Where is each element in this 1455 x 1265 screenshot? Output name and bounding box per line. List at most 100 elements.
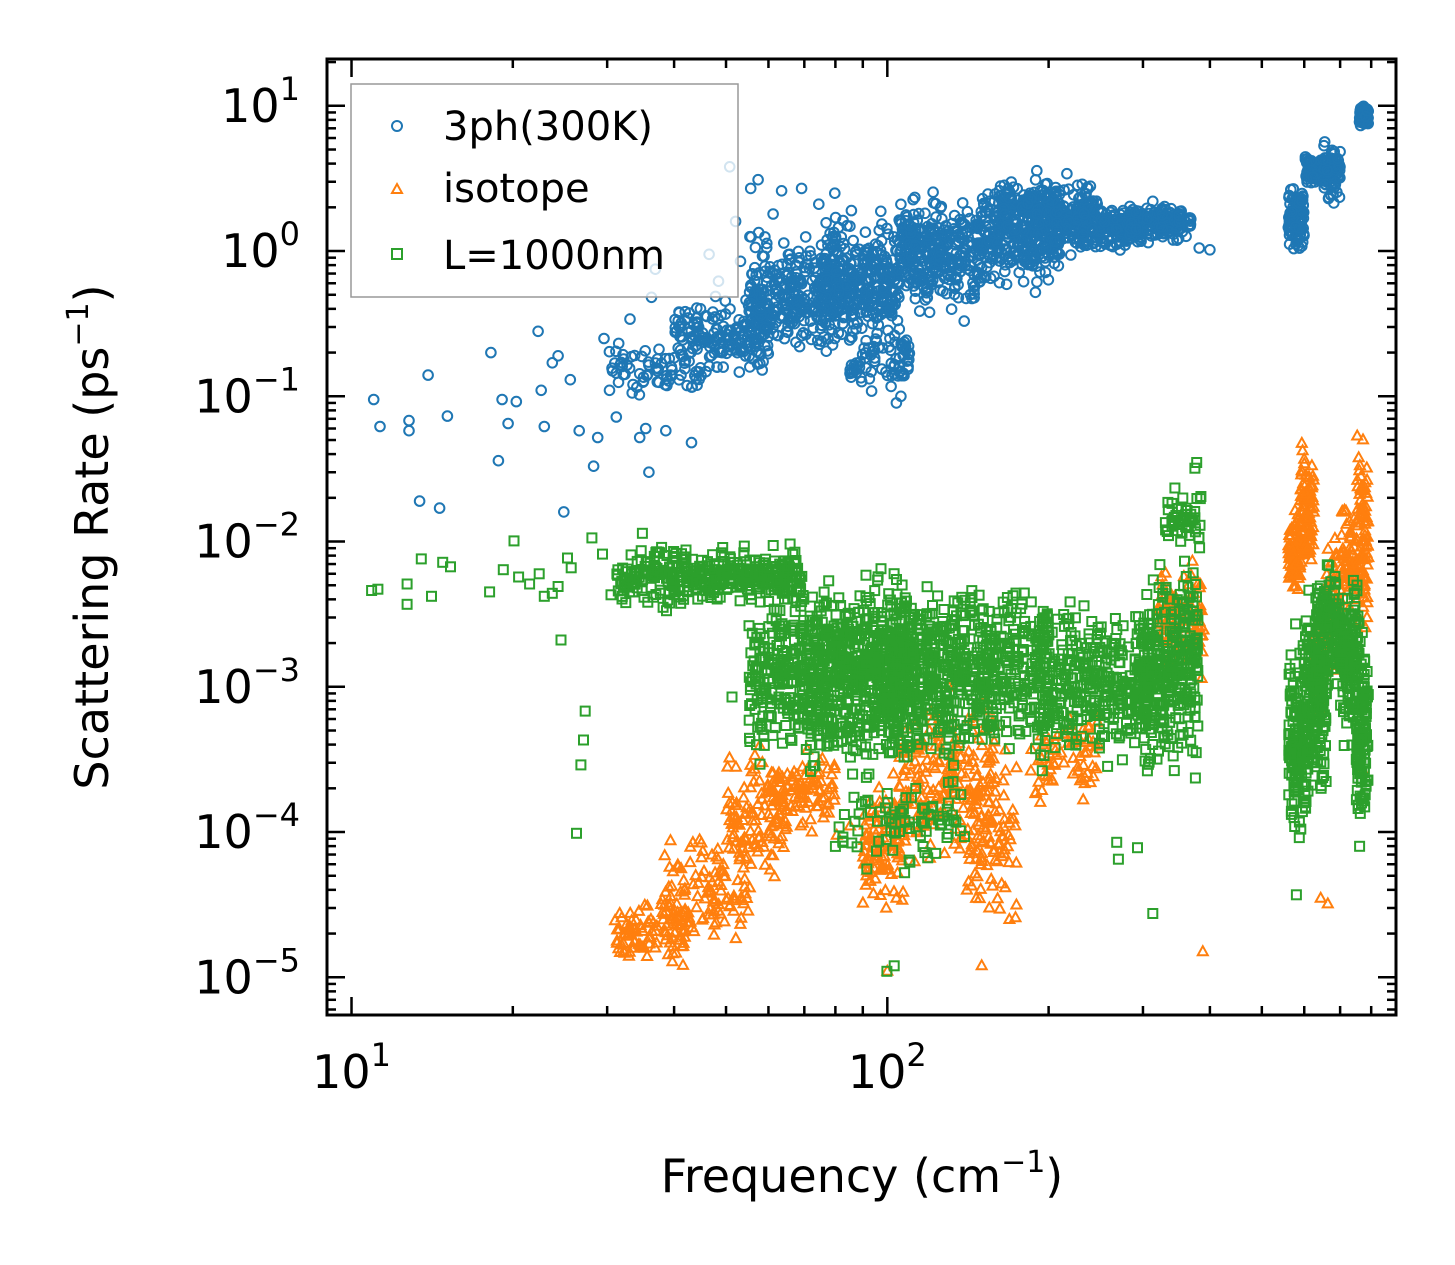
data-point-triangle: [773, 775, 787, 788]
data-point-circle: [626, 387, 639, 399]
data-point-triangle: [1360, 529, 1375, 542]
data-point-triangle: [1295, 463, 1309, 476]
data-point-triangle: [738, 806, 752, 819]
data-point-triangle: [725, 795, 739, 808]
data-point-circle: [653, 343, 665, 356]
data-point-triangle: [986, 741, 1000, 754]
data-point-triangle: [859, 838, 873, 851]
data-point-triangle: [1009, 760, 1024, 773]
data-point-circle: [877, 293, 890, 305]
data-point-triangle: [811, 775, 825, 788]
data-point-triangle: [1344, 542, 1358, 555]
data-point-circle: [907, 193, 919, 206]
data-point-triangle: [636, 939, 650, 952]
data-point-square: [784, 538, 796, 550]
data-point-circle: [909, 285, 922, 298]
data-point-triangle: [1358, 523, 1372, 536]
data-point-triangle: [784, 798, 798, 811]
data-point-circle: [633, 389, 646, 401]
data-point-triangle: [767, 869, 782, 882]
data-point-triangle: [983, 766, 998, 779]
data-point-triangle: [1358, 475, 1372, 488]
data-point-triangle: [1076, 792, 1090, 805]
data-point-triangle: [803, 812, 818, 825]
data-point-triangle: [932, 780, 946, 793]
data-point-triangle: [683, 855, 697, 868]
data-point-circle: [909, 239, 922, 252]
series-2: [366, 457, 1374, 977]
data-point-triangle: [956, 800, 970, 813]
data-point-triangle: [1306, 520, 1320, 533]
data-point-circle: [743, 286, 756, 298]
data-point-triangle: [1291, 581, 1305, 594]
data-point-triangle: [1297, 456, 1311, 469]
data-point-circle: [805, 333, 818, 346]
data-point-triangle: [670, 905, 685, 918]
data-point-circle: [639, 422, 652, 435]
data-point-circle: [856, 287, 868, 300]
data-point-circle: [1289, 221, 1302, 233]
data-point-triangle: [689, 900, 704, 913]
data-point-triangle: [732, 845, 747, 858]
data-point-circle: [1296, 236, 1309, 248]
data-point-triangle: [988, 784, 1002, 797]
data-point-circle: [851, 317, 864, 330]
data-point-circle: [674, 344, 687, 356]
data-point-triangle: [766, 818, 780, 831]
data-point-triangle: [794, 818, 808, 831]
data-point-triangle: [642, 930, 656, 943]
data-point-triangle: [1353, 492, 1368, 505]
data-point-circle: [1049, 181, 1062, 194]
data-point-circle: [857, 253, 869, 266]
data-point-triangle: [681, 914, 695, 927]
data-point-triangle: [931, 788, 945, 801]
data-point-circle: [895, 244, 908, 257]
data-point-circle: [1094, 240, 1107, 253]
data-point-triangle: [733, 916, 748, 929]
data-point-circle: [810, 265, 822, 277]
data-point-circle: [1036, 250, 1049, 263]
data-point-circle: [778, 332, 791, 345]
data-point-triangle: [635, 923, 650, 936]
data-point-triangle: [673, 884, 688, 897]
data-point-triangle: [1294, 554, 1308, 567]
data-point-circle: [770, 301, 783, 314]
data-point-circle: [884, 304, 897, 316]
data-point-triangle: [975, 808, 989, 821]
data-point-triangle: [1002, 815, 1017, 828]
data-point-circle: [919, 207, 931, 220]
data-point-circle: [367, 393, 380, 406]
data-point-triangle: [727, 809, 741, 822]
data-point-triangle: [1353, 458, 1367, 471]
data-point-triangle: [711, 903, 725, 916]
data-point-triangle: [951, 776, 966, 789]
data-point-triangle: [1009, 897, 1024, 910]
data-point-triangle: [705, 875, 719, 888]
data-point-triangle: [962, 783, 977, 796]
data-point-circle: [1110, 223, 1123, 235]
data-point-circle: [711, 361, 723, 373]
data-point-triangle: [812, 765, 827, 778]
data-point-triangle: [736, 790, 751, 803]
data-point-circle: [701, 310, 713, 323]
data-point-triangle: [1071, 763, 1085, 776]
data-point-triangle: [709, 849, 724, 862]
data-point-circle: [1318, 139, 1330, 152]
data-point-circle: [978, 200, 990, 212]
data-point-triangle: [862, 873, 876, 886]
data-point-circle: [413, 495, 426, 507]
data-point-circle: [1141, 213, 1153, 225]
data-point-circle: [538, 420, 551, 433]
data-point-triangle: [856, 895, 870, 908]
data-point-triangle: [1194, 670, 1209, 683]
data-point-triangle: [863, 831, 877, 844]
data-point-triangle: [1302, 528, 1316, 541]
data-point-circle: [1050, 217, 1063, 229]
data-point-triangle: [755, 807, 769, 820]
data-point-triangle: [1360, 610, 1374, 623]
data-point-triangle: [1089, 761, 1103, 774]
data-point-triangle: [739, 851, 753, 864]
data-point-triangle: [686, 835, 700, 848]
data-point-triangle: [814, 774, 828, 787]
data-point-circle: [838, 271, 850, 283]
